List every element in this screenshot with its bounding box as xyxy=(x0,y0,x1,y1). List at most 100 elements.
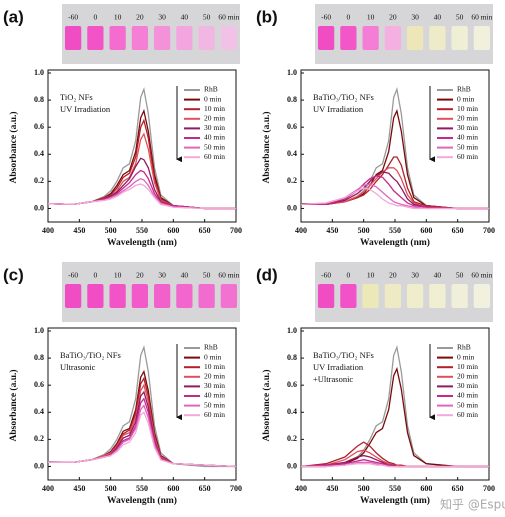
vial-label: 10 xyxy=(114,271,122,280)
annotation: BaTiO₃/TiO₂ NFs xyxy=(60,350,121,360)
x-tick-label: 550 xyxy=(389,226,401,235)
x-tick-label: 600 xyxy=(420,484,432,493)
spectrum-line xyxy=(301,463,489,468)
y-tick-label: 0.8 xyxy=(287,95,297,104)
spectrum-line xyxy=(47,169,236,210)
x-tick-label: 650 xyxy=(452,226,464,235)
vial-label: 20 xyxy=(389,271,397,280)
annotation: TiO₂ NFs xyxy=(60,92,93,102)
vial-label: 0 xyxy=(94,271,98,280)
vial-label: 0 xyxy=(347,271,351,280)
legend-label: RhB xyxy=(457,85,471,94)
vial-label: 60 min xyxy=(218,271,239,280)
photo-strip: -60 0 10 20 30 40 50 60 min xyxy=(315,4,493,64)
vial-label: 30 xyxy=(158,13,166,22)
x-tick-label: 450 xyxy=(326,226,338,235)
vial xyxy=(131,26,148,50)
legend-label: RhB xyxy=(457,343,471,352)
vial-label: -60 xyxy=(321,271,331,280)
x-tick-label: 500 xyxy=(358,484,370,493)
vial-label: -60 xyxy=(68,271,78,280)
vial xyxy=(429,26,446,50)
x-tick-label: 700 xyxy=(483,484,495,493)
vial xyxy=(198,284,215,308)
legend-label: 40 min xyxy=(457,391,478,400)
x-tick-label: 650 xyxy=(199,226,211,235)
legend-label: 20 min xyxy=(204,114,225,123)
vial-label: 40 xyxy=(181,13,189,22)
vial xyxy=(154,284,171,308)
y-axis-label: Absorbance (a.u.) xyxy=(8,369,19,441)
vial xyxy=(362,284,379,308)
x-axis-label: Wavelength (nm) xyxy=(360,237,430,248)
y-axis-label: Absorbance (a.u.) xyxy=(261,111,272,183)
legend-label: 60 min xyxy=(204,410,225,419)
x-tick-label: 700 xyxy=(230,226,242,235)
legend-label: 40 min xyxy=(204,391,225,400)
vial-label: 60 min xyxy=(218,13,239,22)
vial-label: 50 xyxy=(203,13,211,22)
x-tick-label: 500 xyxy=(358,226,370,235)
y-tick-label: 0.8 xyxy=(287,353,297,362)
legend-label: 0 min xyxy=(204,352,222,361)
x-tick-label: 400 xyxy=(42,226,54,235)
y-tick-label: 0.4 xyxy=(34,149,44,158)
panel: -60 0 10 20 30 40 50 60 min (d) 400 450 500 550 600 65… xyxy=(256,262,495,506)
spectrum-line xyxy=(47,118,236,210)
x-tick-label: 600 xyxy=(167,484,179,493)
annotation: BaTiO₃/TiO₂ NFs xyxy=(313,350,374,360)
vial-label: 30 xyxy=(411,271,419,280)
y-tick-label: 0.6 xyxy=(287,122,297,131)
vial-label: 40 xyxy=(181,271,189,280)
vial-label: 50 xyxy=(456,271,464,280)
photo-strip: -60 0 10 20 30 40 50 60 min xyxy=(62,262,240,322)
spectrum-line xyxy=(301,175,489,210)
vial xyxy=(65,26,82,50)
x-tick-label: 650 xyxy=(452,484,464,493)
legend-label: 60 min xyxy=(204,152,225,161)
legend-label: 20 min xyxy=(204,372,225,381)
photo-strip: -60 0 10 20 30 40 50 60 min xyxy=(315,262,493,322)
legend-label: 20 min xyxy=(457,372,478,381)
legend-label: 40 min xyxy=(457,133,478,142)
spectrum-line xyxy=(47,183,236,210)
y-axis-label: Absorbance (a.u.) xyxy=(8,111,19,183)
y-tick-label: 1.0 xyxy=(287,68,297,77)
x-tick-label: 600 xyxy=(420,226,432,235)
spectrum-line xyxy=(48,383,237,468)
photo-strip: -60 0 10 20 30 40 50 60 min xyxy=(62,4,240,64)
panel-label: (b) xyxy=(256,7,278,26)
vial-label: 20 xyxy=(136,271,144,280)
legend-label: 60 min xyxy=(457,410,478,419)
x-tick-label: 650 xyxy=(199,484,211,493)
x-tick-label: 450 xyxy=(73,226,85,235)
y-tick-label: 0.6 xyxy=(34,122,44,131)
vial xyxy=(220,26,237,50)
vial xyxy=(473,26,490,50)
vial xyxy=(451,284,468,308)
vial-label: 10 xyxy=(114,13,122,22)
vial-label: 0 xyxy=(347,13,351,22)
vial xyxy=(176,284,193,308)
panel: -60 0 10 20 30 40 50 60 min (a) 400 450 500 550 600 65… xyxy=(3,4,242,248)
y-tick-label: 0.8 xyxy=(34,353,44,362)
vial-label: 10 xyxy=(367,271,375,280)
watermark: 知乎 @Espun xyxy=(440,498,505,512)
vial xyxy=(340,284,357,308)
vial xyxy=(362,26,379,50)
y-tick-label: 0.0 xyxy=(287,461,297,470)
vial xyxy=(65,284,82,308)
vial-label: -60 xyxy=(321,13,331,22)
y-tick-label: 0.2 xyxy=(287,434,297,443)
vial-label: 30 xyxy=(411,13,419,22)
annotation: +Ultrasonic xyxy=(313,374,353,384)
spectrum-line xyxy=(47,86,236,210)
legend-label: 30 min xyxy=(457,123,478,132)
spectrum-line xyxy=(300,187,489,210)
spectrum-line xyxy=(48,411,237,468)
vial xyxy=(318,284,335,308)
legend-label: 0 min xyxy=(457,352,475,361)
vial xyxy=(384,26,401,50)
y-tick-label: 0.2 xyxy=(34,434,44,443)
